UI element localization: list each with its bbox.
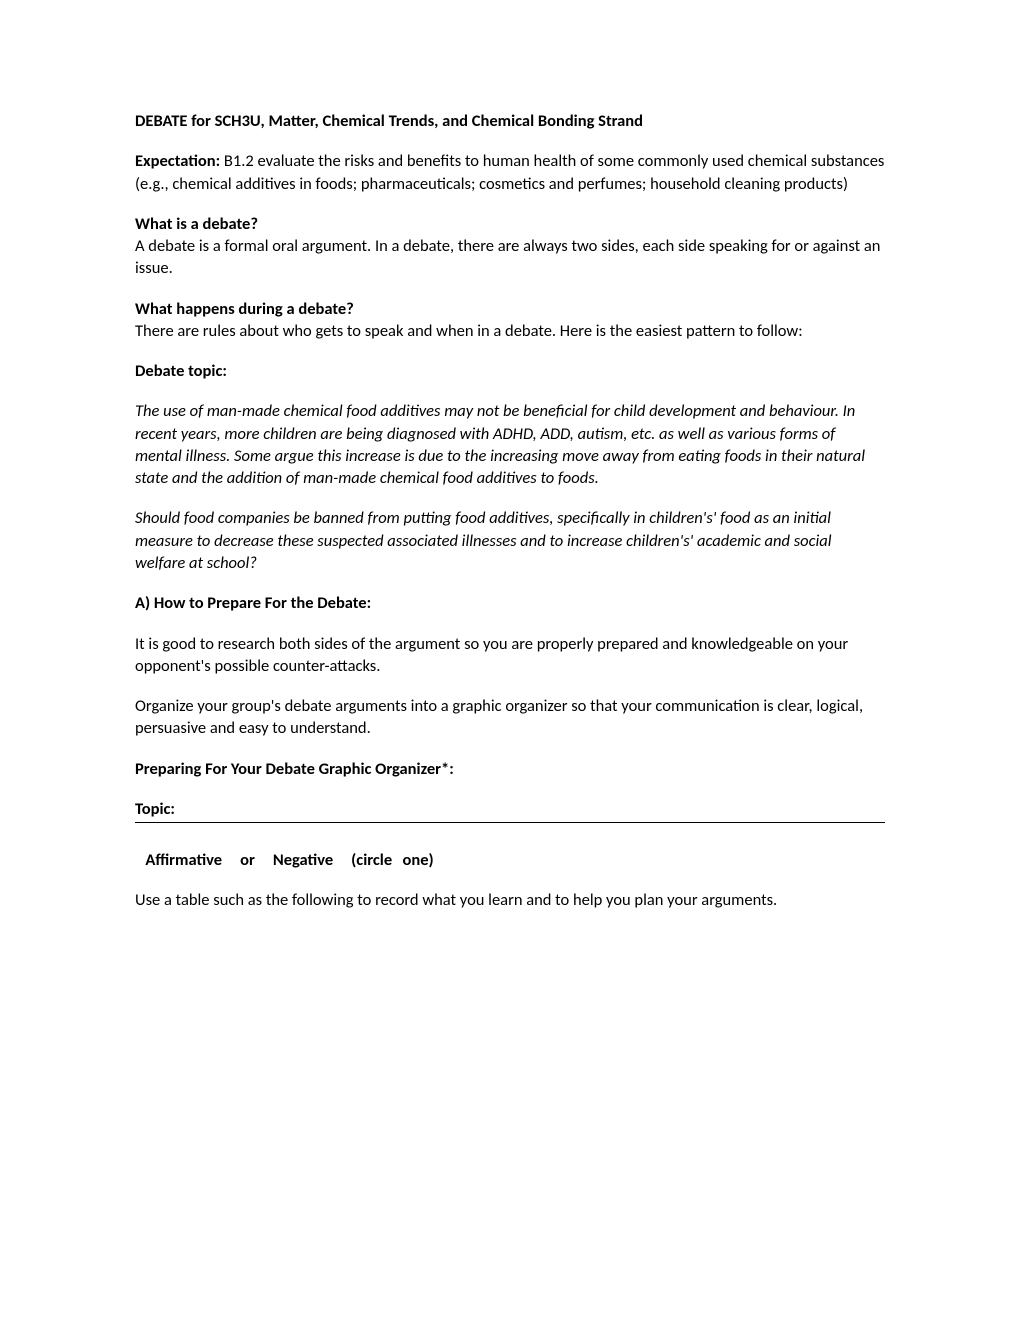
what-happens-body: There are rules about who gets to speak … (135, 320, 885, 342)
what-is-debate-body: A debate is a formal oral argument. In a… (135, 235, 885, 280)
topic-label: Topic: (135, 799, 175, 819)
section-a-heading: A) How to Prepare For the Debate: (135, 592, 885, 614)
what-happens-section: What happens during a debate? There are … (135, 298, 885, 343)
circle-one-text: (circle one) (351, 850, 434, 870)
debate-topic-para2: Should food companies be banned from put… (135, 507, 885, 574)
topic-underline (135, 822, 885, 823)
affirmative-negative-choice: Affirmative or Negative (circle one) (135, 849, 885, 871)
expectation-label: Expectation: (135, 151, 220, 171)
expectation-paragraph: Expectation: B1.2 evaluate the risks and… (135, 150, 885, 195)
debate-topic-heading: Debate topic: (135, 360, 885, 382)
what-is-debate-heading: What is a debate? (135, 213, 885, 235)
section-a-para2: Organize your group's debate arguments i… (135, 695, 885, 740)
topic-field: Topic: (135, 798, 885, 820)
negative-option: Negative (273, 850, 333, 870)
debate-topic-para1: The use of man-made chemical food additi… (135, 400, 885, 489)
what-happens-heading: What happens during a debate? (135, 298, 885, 320)
section-a-para1: It is good to research both sides of the… (135, 633, 885, 678)
or-text: or (240, 850, 255, 870)
affirmative-option: Affirmative (145, 850, 222, 870)
table-instruction: Use a table such as the following to rec… (135, 889, 885, 911)
graphic-organizer-heading: Preparing For Your Debate Graphic Organi… (135, 758, 885, 780)
what-is-debate-section: What is a debate? A debate is a formal o… (135, 213, 885, 280)
document-title: DEBATE for SCH3U, Matter, Chemical Trend… (135, 110, 885, 132)
expectation-text: B1.2 evaluate the risks and benefits to … (135, 151, 884, 193)
